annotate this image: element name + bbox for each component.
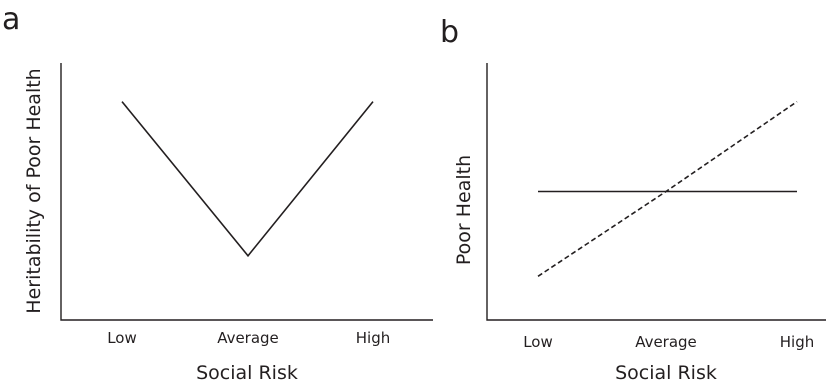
panel-b-series-line-dashed-2 <box>537 100 798 277</box>
panel-b-axes <box>486 63 826 321</box>
panel-a-tick-label-low: Low <box>107 329 137 347</box>
panel-b-letter: b <box>440 15 459 50</box>
panel-b-tick-label-average: Average <box>635 333 697 351</box>
panel-a-series-line-solid-1 <box>121 101 374 258</box>
panel-a-xlabel: Social Risk <box>196 362 298 384</box>
panel-a-tick-label-high: High <box>356 329 390 347</box>
panel-a-tick-label-average: Average <box>217 329 279 347</box>
panel-a: a Heritability of Poor Health Social Ris… <box>2 2 433 384</box>
panel-a-letter: a <box>2 2 20 37</box>
panel-a-axes <box>60 63 433 321</box>
panel-b-tick-label-high: High <box>780 333 814 351</box>
panel-b-tick-labels: Low Average High <box>523 333 814 351</box>
panel-a-series <box>121 101 374 258</box>
panel-a-tick-labels: Low Average High <box>107 329 390 347</box>
panel-b-series <box>537 100 798 277</box>
panel-b-xlabel: Social Risk <box>615 362 717 384</box>
panel-b-ylabel: Poor Health <box>453 155 475 265</box>
panel-b-tick-label-low: Low <box>523 333 553 351</box>
panel-a-ylabel: Heritability of Poor Health <box>23 68 45 313</box>
panel-b: b Poor Health Social Risk Low Average High <box>440 15 826 384</box>
